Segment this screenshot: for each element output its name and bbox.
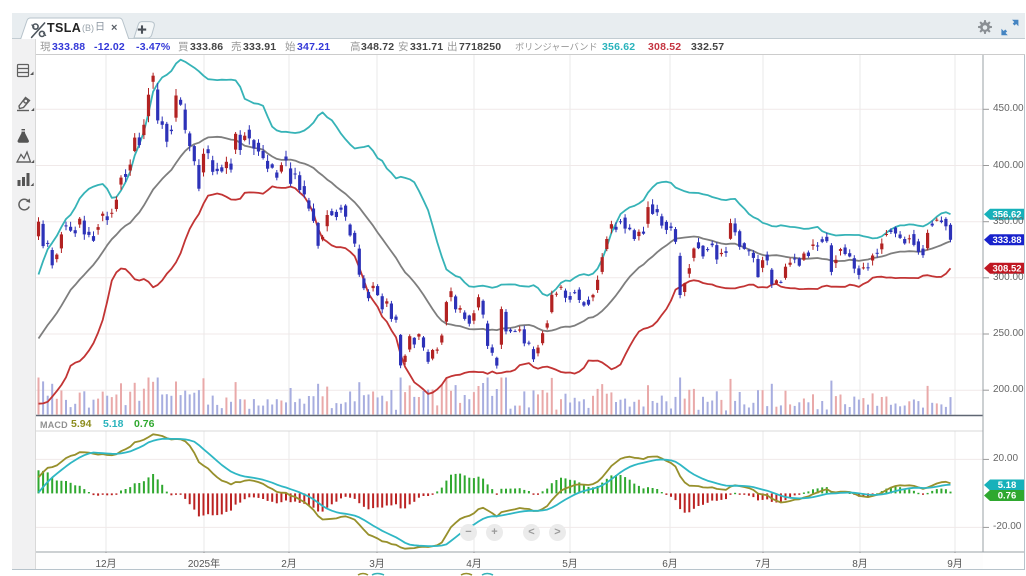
svg-text:356.62: 356.62 [992, 209, 1021, 220]
svg-text:0.76: 0.76 [998, 491, 1017, 502]
svg-text:333.88: 333.88 [992, 235, 1021, 246]
svg-text:308.52: 308.52 [992, 264, 1021, 275]
svg-text:5.18: 5.18 [998, 480, 1017, 491]
